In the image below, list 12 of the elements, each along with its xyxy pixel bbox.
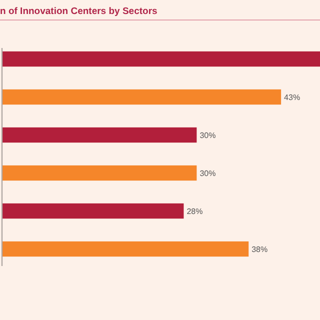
data-label: 28% bbox=[186, 206, 203, 216]
bar bbox=[2, 165, 197, 181]
data-label: 43% bbox=[284, 92, 300, 102]
bar bbox=[2, 203, 184, 219]
bar bbox=[2, 241, 249, 257]
data-label: 38% bbox=[252, 244, 268, 254]
data-label: 30% bbox=[200, 130, 216, 140]
bar bbox=[2, 89, 282, 105]
chart-title: n of Innovation Centers by Sectors bbox=[0, 6, 158, 17]
bar bbox=[2, 127, 197, 143]
bar bbox=[2, 51, 320, 67]
data-label: 30% bbox=[200, 168, 216, 178]
